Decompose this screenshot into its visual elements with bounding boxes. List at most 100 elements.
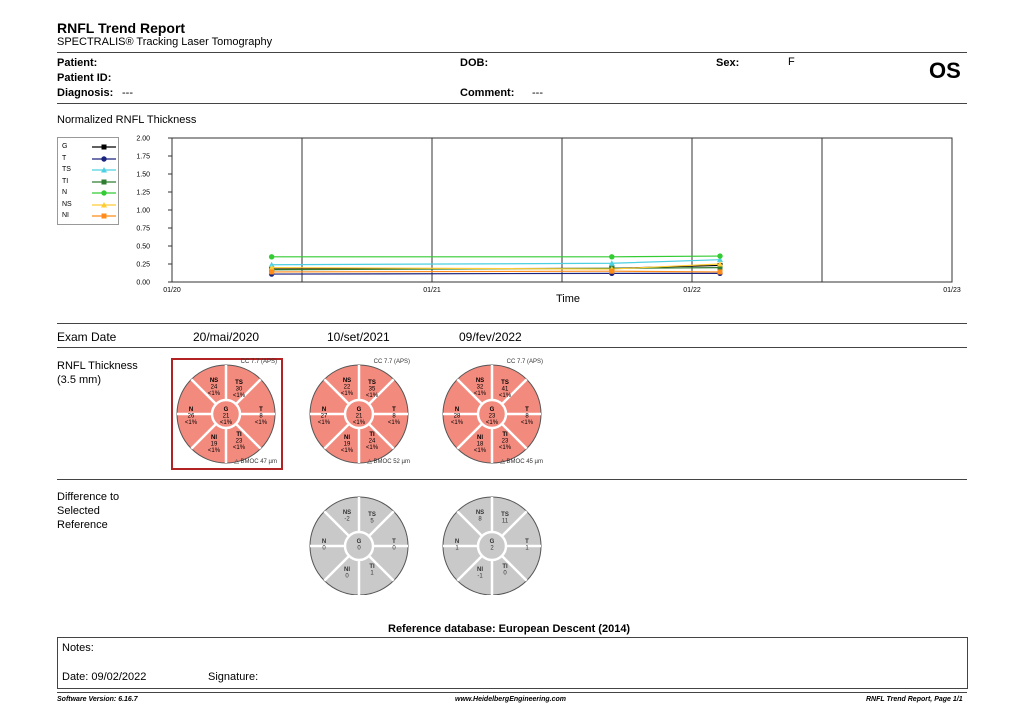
sector-ti-name: TI xyxy=(369,564,375,570)
quality-cc-label: CC 7.7 (APS) xyxy=(506,359,543,365)
sector-t-value: 8 xyxy=(259,414,263,420)
sector-divider xyxy=(501,378,528,405)
sector-g-value: 0 xyxy=(357,546,361,552)
divider xyxy=(57,323,967,324)
thickness-label: RNFL Thickness xyxy=(57,360,138,372)
eye-indicator: OS xyxy=(929,58,961,83)
sector-ni-value: 19 xyxy=(344,442,351,448)
sector-t-name: T xyxy=(392,407,396,413)
exam-date-2: 10/set/2021 xyxy=(327,330,390,344)
x-tick-label: 01/22 xyxy=(683,287,701,294)
report-subtitle: SPECTRALIS® Tracking Laser Tomography xyxy=(57,36,273,48)
legend-label: TI xyxy=(62,177,69,185)
sector-ts-name: TS xyxy=(501,380,509,386)
sector-ti-name: TI xyxy=(369,432,375,438)
sector-ni-name: NI xyxy=(344,435,350,441)
sector-ni-percentile: <1% xyxy=(341,448,354,454)
x-axis-title: Time xyxy=(556,293,581,305)
divider xyxy=(57,479,967,480)
sector-ns-name: NS xyxy=(210,378,218,384)
rnfl-trend-chart: 0.00 0.25 0.50 0.75 1.00 1.25 1.50 1.75 2.00 01/2… xyxy=(136,136,961,295)
difference-circle-2[interactable]: NS -2 TS 5 N 0 G 0 T 0 NI 0 TI 1 xyxy=(306,495,412,595)
sector-ti-percentile: <1% xyxy=(366,445,379,451)
legend-label: TS xyxy=(62,166,71,173)
sector-divider xyxy=(323,378,350,405)
legend-label: N xyxy=(62,189,68,196)
diagnosis-label: Diagnosis: xyxy=(57,87,114,99)
selected-reference-frame[interactable] xyxy=(171,358,283,470)
bmo-circle-diameter: △ BMOC 45 µm xyxy=(500,459,543,465)
sector-ti-percentile: <1% xyxy=(499,445,512,451)
legend-marker xyxy=(101,144,107,150)
sector-ni-value: 0 xyxy=(345,574,349,580)
sector-g-name: G xyxy=(357,407,362,413)
thickness-sublabel: (3.5 mm) xyxy=(57,374,101,386)
sector-ni-name: NI xyxy=(211,435,217,441)
sector-ti-value: 0 xyxy=(503,571,507,577)
y-tick-label: 0.00 xyxy=(136,280,150,287)
quality-cc-label: CC 7.7 (APS) xyxy=(240,359,277,365)
sector-divider xyxy=(501,423,528,450)
sector-ns-name: NS xyxy=(343,510,351,516)
sector-g-name: G xyxy=(490,407,495,413)
sector-n-value: 1 xyxy=(455,546,459,552)
y-tick-label: 1.25 xyxy=(136,190,150,197)
sector-ns-value: -2 xyxy=(344,517,350,523)
y-tick-label: 1.00 xyxy=(136,208,150,215)
sector-ni-value: -1 xyxy=(477,574,483,580)
legend-marker xyxy=(101,201,107,207)
legend-marker xyxy=(101,167,107,173)
sector-ti-name: TI xyxy=(502,432,508,438)
divider xyxy=(57,347,967,348)
sector-t-value: 1 xyxy=(525,546,529,552)
sector-t-name: T xyxy=(525,539,529,545)
sector-ti-value: 23 xyxy=(502,439,509,445)
sector-n-percentile: <1% xyxy=(318,420,331,426)
report-title: RNFL Trend Report xyxy=(57,20,186,36)
sector-ns-percentile: <1% xyxy=(474,391,487,397)
sector-n-value: 0 xyxy=(322,546,326,552)
sector-divider xyxy=(501,555,528,582)
sector-ts-percentile: <1% xyxy=(499,393,512,399)
x-tick-label: 01/23 xyxy=(943,287,961,294)
data-point-ni xyxy=(269,269,275,275)
difference-circle-3[interactable]: NS 8 TS 11 N 1 G 2 T 1 NI -1 TI 0 xyxy=(439,495,545,595)
data-point-ti xyxy=(717,265,723,271)
sector-n-name: N xyxy=(455,539,459,545)
thickness-circle-3[interactable]: CC 7.7 (APS) NS 32 <1% TS 41 <1% N 28 <1% G 23 <1% T 8… xyxy=(439,358,545,468)
sector-circle-inner xyxy=(476,398,508,430)
sex-value: F xyxy=(788,56,795,68)
data-point-ni xyxy=(717,269,723,275)
legend-marker xyxy=(101,190,107,196)
sector-g-value: 21 xyxy=(223,414,230,420)
patient-label: Patient: xyxy=(57,57,98,69)
page-number: RNFL Trend Report, Page 1/1 xyxy=(866,696,963,703)
sector-ti-name: TI xyxy=(502,564,508,570)
sector-ni-value: 19 xyxy=(211,442,218,448)
sector-g-name: G xyxy=(357,539,362,545)
sector-ni-name: NI xyxy=(344,567,350,573)
legend-marker xyxy=(101,155,107,162)
data-point-n xyxy=(268,254,275,260)
sector-ts-name: TS xyxy=(235,380,243,386)
thickness-circle-2[interactable]: CC 7.7 (APS) NS 22 <1% TS 35 <1% N 27 <1% G 21 <1% T 8… xyxy=(306,358,412,468)
exam-date-label: Exam Date xyxy=(57,330,117,344)
software-version: Software Version: 6.16.7 xyxy=(57,696,138,703)
notes-label: Notes: xyxy=(62,642,94,654)
divider xyxy=(57,52,967,53)
sector-divider xyxy=(368,423,395,450)
diagnosis-value: --- xyxy=(122,87,133,99)
sector-n-name: N xyxy=(322,407,326,413)
sector-divider xyxy=(456,510,483,537)
sector-g-value: 23 xyxy=(489,414,496,420)
sector-ts-value: 35 xyxy=(369,387,376,393)
sex-label: Sex: xyxy=(716,57,740,69)
legend-item-ti: TI xyxy=(62,176,116,188)
sector-ns-value: 24 xyxy=(211,385,218,391)
legend-item-t: T xyxy=(62,153,116,165)
sector-ts-percentile: <1% xyxy=(233,393,246,399)
thickness-circle-1[interactable]: CC 7.7 (APS) NS 24 <1% TS 30 <1% N 26 <1% G 21 <1% T 8… xyxy=(173,358,279,468)
patient-id-label: Patient ID: xyxy=(57,72,112,84)
data-point-ts xyxy=(716,256,723,263)
sector-circle-inner xyxy=(210,398,242,430)
